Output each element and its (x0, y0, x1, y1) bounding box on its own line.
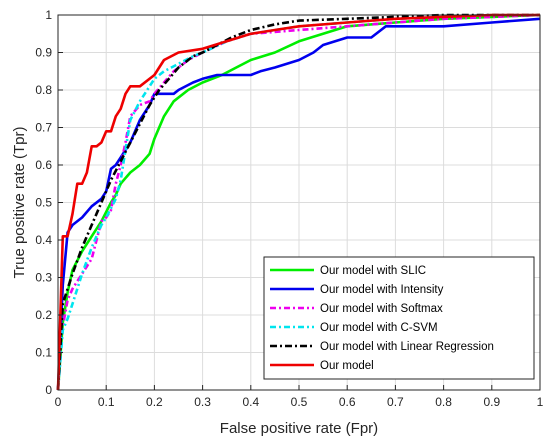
y-tick-label: 0.2 (35, 308, 52, 322)
y-tick-label: 0 (45, 383, 52, 397)
y-tick-label: 0.8 (35, 83, 52, 97)
y-tick-label: 0.3 (35, 271, 52, 285)
legend: Our model with SLIC Our model with Intens… (263, 256, 535, 380)
y-tick-label: 0.7 (35, 121, 52, 135)
series-line-2 (56, 13, 541, 391)
legend-entry: Our model with SLIC (320, 265, 426, 277)
x-tick-label: 0.6 (339, 395, 356, 409)
x-tick-label: 0.9 (483, 395, 500, 409)
legend-entry: Our model (320, 360, 374, 372)
series-layer (56, 13, 541, 391)
x-tick-label: 0.8 (435, 395, 452, 409)
legend-entry: Our model with C-SVM (320, 322, 438, 334)
y-axis-label: True positive rate (Tpr) (11, 127, 28, 279)
x-tick-label: 0.2 (146, 395, 163, 409)
legend-entry: Our model with Softmax (320, 303, 443, 315)
x-tick-label: 0.3 (194, 395, 211, 409)
series-line-5 (56, 13, 540, 391)
y-tick-label: 0.4 (35, 233, 52, 247)
x-tick-label: 0.7 (387, 395, 404, 409)
tick-labels: 00 0.1 0.1 0.2 0.2 0.3 0.3 0.4 0.4 0.5 0.5 0.6 0.6 0.… (35, 8, 543, 409)
series-line-0 (56, 13, 541, 391)
y-tick-label: 0.6 (35, 158, 52, 172)
series-line-4 (56, 13, 540, 391)
y-tick-label: 0.9 (35, 46, 52, 60)
legend-entry: Our model with Linear Regression (320, 341, 494, 353)
y-tick-label: 0.5 (35, 196, 52, 210)
x-axis-label: False positive rate (Fpr) (220, 420, 378, 437)
x-tick-label: 1 (537, 395, 544, 409)
legend-entry: Our model with Intensity (320, 284, 444, 296)
x-tick-label: 0.1 (98, 395, 115, 409)
series-line-1 (56, 17, 541, 391)
y-tick-label: 1 (45, 8, 52, 22)
x-tick-label: 0.5 (291, 395, 308, 409)
legend-box (263, 256, 535, 380)
x-tick-label: 0.4 (242, 395, 259, 409)
y-tick-label: 0.1 (35, 346, 52, 360)
x-tick-label: 0 (55, 395, 62, 409)
